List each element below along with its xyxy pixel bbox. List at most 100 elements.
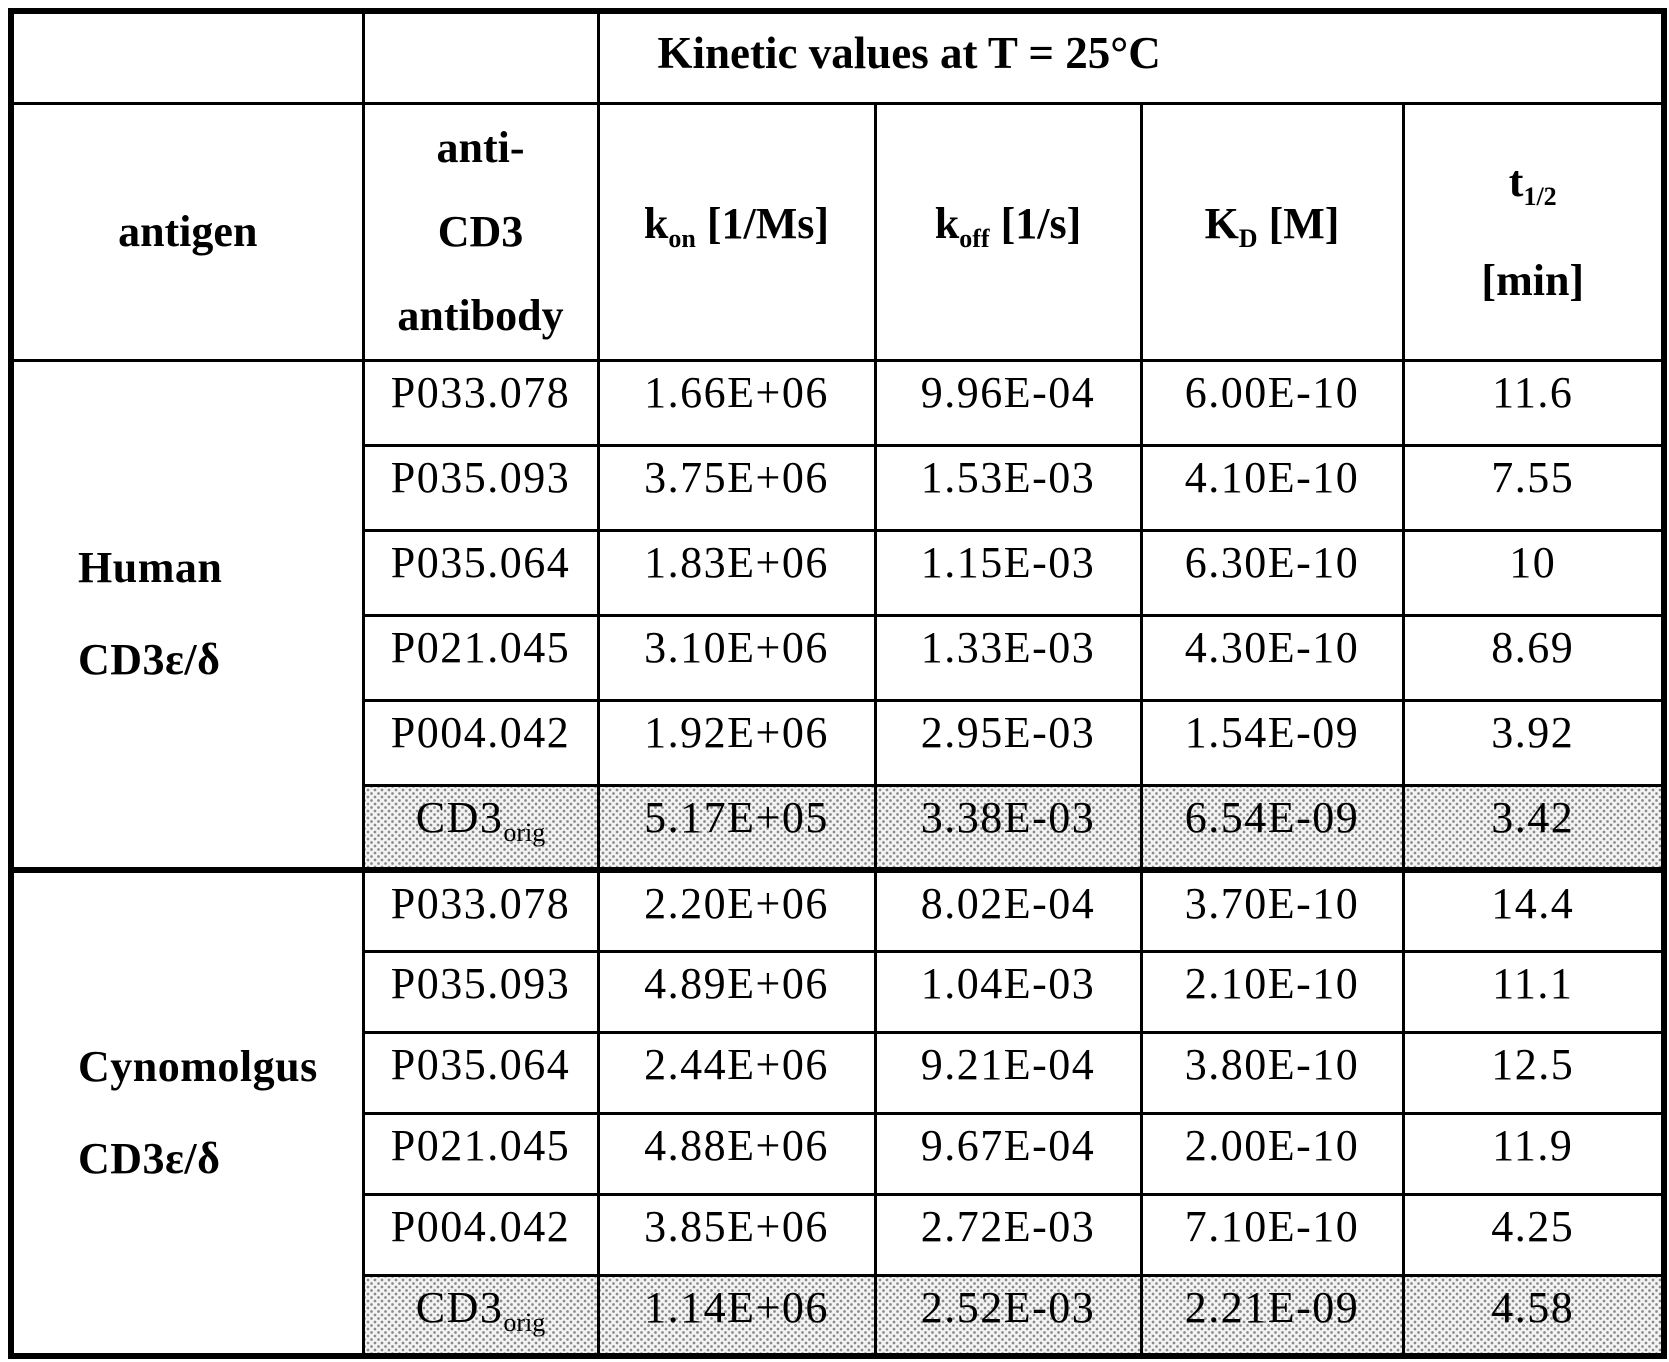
cell-kon: 1.66E+06	[596, 358, 877, 447]
table-row: P035.064 1.83E+06 1.15E-03 6.30E-10 10	[11, 528, 1666, 617]
table-row: Human CD3ε/δ P033.078 1.66E+06 9.96E-04 …	[9, 358, 1666, 873]
table-row: P035.093 4.89E+06 1.04E-03 2.10E-10 11.1	[11, 949, 1666, 1034]
cell-antibody: P035.064	[361, 1030, 600, 1115]
antibody-subscript: orig	[503, 1307, 546, 1337]
cell-koff: 2.72E-03	[873, 1192, 1143, 1277]
cell-kd: 6.00E-10	[1139, 358, 1405, 447]
koff-unit: [1/s]	[1000, 199, 1082, 248]
table-row: P004.042 3.85E+06 2.72E-03 7.10E-10 4.25	[11, 1192, 1666, 1277]
kinetic-values-title: Kinetic values at T = 25°C	[596, 9, 1666, 105]
cell-kon: 1.92E+06	[596, 698, 877, 787]
cell-kd: 3.80E-10	[1139, 1030, 1405, 1115]
cell-koff: 2.95E-03	[873, 698, 1143, 787]
cell-kd: 1.54E-09	[1139, 698, 1405, 787]
cell-kd: 2.10E-10	[1139, 949, 1405, 1034]
antibody-base: CD3	[415, 792, 504, 842]
cell-koff: 8.02E-04	[873, 868, 1143, 953]
table-row: P035.064 2.44E+06 9.21E-04 3.80E-10 12.5	[11, 1030, 1666, 1115]
cell-thalf: 4.58	[1401, 1273, 1666, 1358]
cell-koff: 9.96E-04	[873, 358, 1143, 447]
cell-koff: 1.04E-03	[873, 949, 1143, 1034]
cell-koff: 9.67E-04	[873, 1111, 1143, 1196]
corner-cell-antigen	[9, 9, 365, 105]
cell-koff: 1.15E-03	[873, 528, 1143, 617]
koff-symbol: k	[934, 199, 960, 248]
antigen-group-human: Human CD3ε/δ	[9, 358, 365, 873]
table-row: P035.093 3.75E+06 1.53E-03 4.10E-10 7.55	[11, 443, 1666, 532]
table-row: P004.042 1.92E+06 2.95E-03 1.54E-09 3.92	[11, 698, 1666, 787]
cell-antibody: P035.093	[361, 949, 600, 1034]
kon-symbol: k	[643, 199, 669, 248]
cell-kon: 2.20E+06	[596, 868, 877, 953]
kd-unit: [M]	[1268, 199, 1340, 248]
header-koff: koff [1/s]	[873, 101, 1143, 362]
cell-kon: 5.17E+05	[596, 783, 877, 873]
cell-thalf: 11.9	[1401, 1111, 1666, 1196]
cell-antibody: P021.045	[361, 1111, 600, 1196]
cell-kd: 2.00E-10	[1139, 1111, 1405, 1196]
cell-thalf: 3.92	[1401, 698, 1666, 787]
cell-koff: 1.33E-03	[873, 613, 1143, 702]
kd-symbol: K	[1204, 199, 1239, 248]
cell-kd: 6.30E-10	[1139, 528, 1405, 617]
cell-thalf: 4.25	[1401, 1192, 1666, 1277]
antigen-label: CD3ε/δ	[78, 1134, 221, 1183]
thalf-symbol-line: t1/2	[1406, 140, 1660, 239]
cell-kd: 3.70E-10	[1139, 868, 1405, 953]
cell-kon: 2.44E+06	[596, 1030, 877, 1115]
cell-koff: 3.38E-03	[873, 783, 1143, 873]
header-antibody-line2: CD3	[437, 206, 524, 256]
cell-antibody: P033.078	[361, 358, 600, 447]
cell-antibody: P033.078	[361, 868, 600, 953]
cell-koff: 1.53E-03	[873, 443, 1143, 532]
header-row-columns: antigen anti- CD3 antibody kon [1/Ms] kof…	[9, 101, 1666, 362]
kinetics-table: Kinetic values at T = 25°C antigen anti-…	[8, 8, 1667, 1359]
corner-cell-antibody	[361, 9, 600, 105]
cell-kon: 3.10E+06	[596, 613, 877, 702]
cell-thalf: 14.4	[1401, 868, 1666, 953]
cell-thalf: 8.69	[1401, 613, 1666, 702]
header-antigen: antigen	[9, 101, 365, 362]
cell-thalf: 11.1	[1401, 949, 1666, 1034]
cell-koff: 9.21E-04	[873, 1030, 1143, 1115]
document-page: Kinetic values at T = 25°C antigen anti-…	[8, 8, 1667, 1359]
cell-antibody: P004.042	[361, 1192, 600, 1277]
kon-subscript: on	[668, 224, 696, 253]
header-kon: kon [1/Ms]	[596, 101, 877, 362]
thalf-subscript: 1/2	[1523, 182, 1557, 211]
cell-antibody: CD3orig	[361, 1273, 600, 1358]
header-antibody: anti- CD3 antibody	[361, 101, 600, 362]
cell-kon: 1.83E+06	[596, 528, 877, 617]
cell-antibody: P035.093	[361, 443, 600, 532]
header-row-top: Kinetic values at T = 25°C	[9, 9, 1666, 105]
cell-thalf: 7.55	[1401, 443, 1666, 532]
cell-koff: 2.52E-03	[873, 1273, 1143, 1358]
antibody-base: CD3	[415, 1282, 504, 1332]
cell-antibody: P004.042	[361, 698, 600, 787]
table-row-shaded: CD3orig 1.14E+06 2.52E-03 2.21E-09 4.58	[11, 1273, 1666, 1358]
kd-subscript: D	[1238, 224, 1258, 253]
table-row: Cynomolgus CD3ε/δ P033.078 2.20E+06 8.02…	[9, 868, 1666, 1358]
header-antibody-line1: anti-	[436, 122, 525, 172]
header-kd: KD [M]	[1139, 101, 1405, 362]
thalf-unit: [min]	[1481, 256, 1585, 305]
thalf-symbol: t	[1508, 157, 1524, 206]
cell-kon: 3.75E+06	[596, 443, 877, 532]
antigen-group-cynomolgus: Cynomolgus CD3ε/δ	[9, 868, 365, 1358]
cell-thalf: 10	[1401, 528, 1666, 617]
cell-antibody: P021.045	[361, 613, 600, 702]
cell-kon: 1.14E+06	[596, 1273, 877, 1358]
cell-thalf: 12.5	[1401, 1030, 1666, 1115]
cell-antibody: P035.064	[361, 528, 600, 617]
cell-kd: 6.54E-09	[1139, 783, 1405, 873]
cell-kd: 7.10E-10	[1139, 1192, 1405, 1277]
koff-subscript: off	[959, 224, 990, 253]
antigen-label: CD3ε/δ	[78, 635, 221, 685]
antibody-subscript: orig	[503, 817, 546, 847]
cell-kon: 4.88E+06	[596, 1111, 877, 1196]
cell-thalf: 3.42	[1401, 783, 1666, 873]
kon-unit: [1/Ms]	[706, 199, 830, 248]
header-antibody-line3: antibody	[397, 290, 564, 340]
table-row: P021.045 4.88E+06 9.67E-04 2.00E-10 11.9	[11, 1111, 1666, 1196]
antigen-label: Cynomolgus	[78, 1042, 318, 1091]
